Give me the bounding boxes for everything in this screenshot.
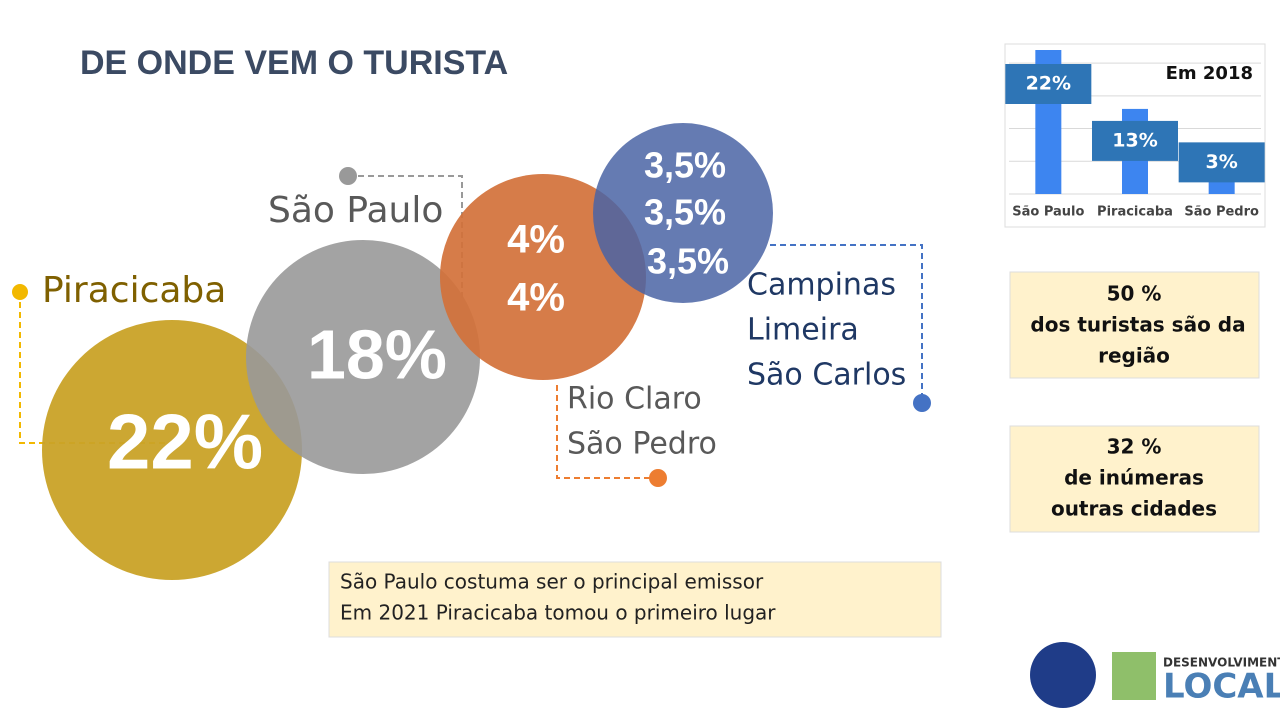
info-box xyxy=(1009,425,1260,533)
city: Piracicaba xyxy=(42,270,226,311)
value-label: 13% xyxy=(1112,129,1157,151)
dot xyxy=(913,394,931,412)
info-line: dos turistas são da xyxy=(1030,313,1245,337)
connector xyxy=(348,175,463,300)
bubble-label: 22% xyxy=(107,398,263,486)
x-tick-label: Piracicaba xyxy=(1097,205,1173,220)
city: Limeira xyxy=(747,313,859,348)
dot xyxy=(12,284,28,300)
city: Rio Claro xyxy=(567,382,702,417)
bubble-label: 3,5% xyxy=(647,241,729,282)
slide-title: DE ONDE VEM O TURISTA xyxy=(80,44,508,82)
logo xyxy=(1112,652,1156,700)
info-line: de inúmeras xyxy=(1064,466,1204,490)
info-line: 50 % xyxy=(1107,282,1162,306)
x-tick-label: São Pedro xyxy=(1184,205,1259,220)
dot xyxy=(649,469,667,487)
bubble-label: 3,5% xyxy=(644,192,726,233)
value-label: 3% xyxy=(1206,151,1238,173)
info-line: região xyxy=(1098,344,1170,368)
city: São Carlos xyxy=(747,358,906,393)
city: São Pedro xyxy=(567,427,717,462)
info-box xyxy=(1009,271,1260,379)
info-line: outras cidades xyxy=(1051,497,1217,521)
bubble-label: 4% xyxy=(507,218,565,262)
bubble xyxy=(246,240,480,474)
city: São Paulo xyxy=(268,190,443,231)
bubble-label: 18% xyxy=(307,315,447,393)
value-label-box xyxy=(1092,120,1178,161)
logo-text: DESENVOLVIMENTO xyxy=(1163,656,1280,670)
x-tick-label: São Paulo xyxy=(1012,205,1084,220)
note-box xyxy=(328,561,942,638)
bar-chart: São Paulo 22% Piracicaba 13% São Pedro 3% xyxy=(1005,50,1265,220)
connector xyxy=(770,244,923,403)
bubble-label: 3,5% xyxy=(644,145,726,186)
connector xyxy=(556,385,658,479)
value-label-box xyxy=(1005,64,1092,104)
value-label: 22% xyxy=(1026,73,1071,95)
dot xyxy=(339,167,357,185)
note-line: Em 2021 Piracicaba tomou o primeiro luga… xyxy=(340,601,776,625)
bubble xyxy=(593,123,773,303)
bubble xyxy=(42,320,302,580)
info-line: 32 % xyxy=(1107,435,1162,459)
chart-title: Em 2018 xyxy=(1166,63,1253,84)
note-line: São Paulo costuma ser o principal emisso… xyxy=(340,570,764,594)
bubble-label: 4% xyxy=(507,276,565,320)
logo xyxy=(1030,642,1096,708)
city: Campinas xyxy=(747,268,896,303)
logo-text: LOCAL xyxy=(1163,667,1280,707)
value-label-box xyxy=(1178,142,1265,183)
